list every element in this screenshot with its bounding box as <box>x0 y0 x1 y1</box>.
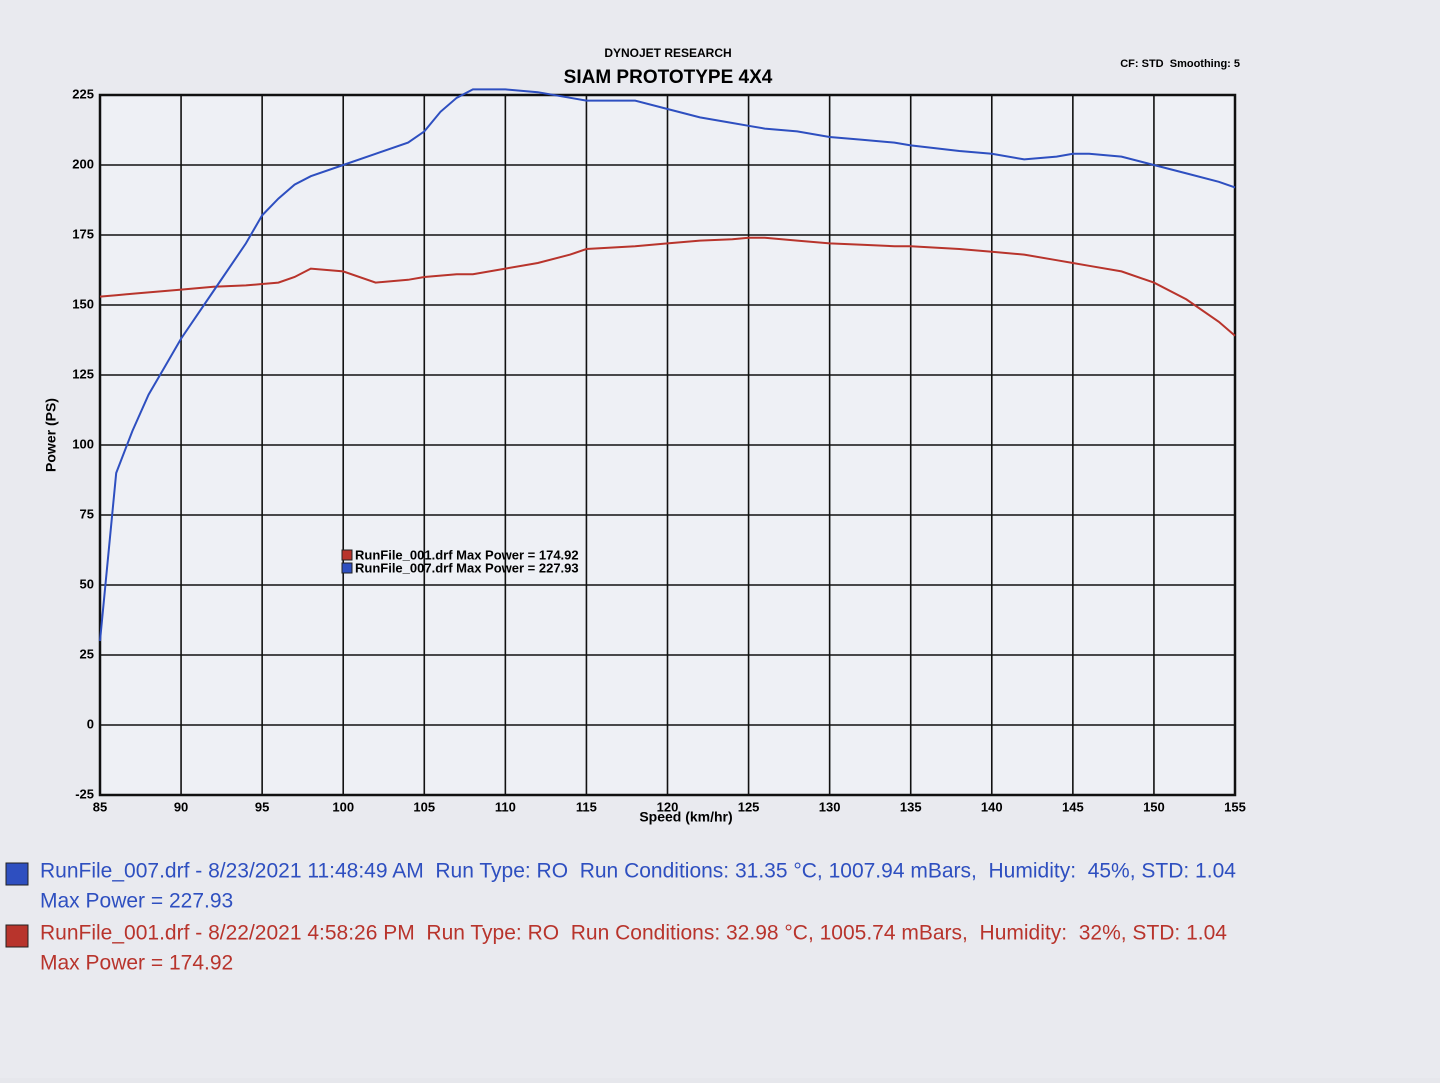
x-axis-label: Speed (km/hr) <box>639 809 732 825</box>
y-tick-label: 50 <box>80 576 94 591</box>
y-tick-label: -25 <box>75 786 94 801</box>
legend-label: RunFile_001.drf Max Power = 174.92 <box>355 547 579 562</box>
y-tick-label: 75 <box>80 506 94 521</box>
y-tick-label: 125 <box>72 366 94 381</box>
chart-subtitle: DYNOJET RESEARCH <box>604 46 731 60</box>
chart-title: SIAM PROTOTYPE 4X4 <box>564 67 773 88</box>
run-swatch <box>5 924 29 948</box>
run-info: RunFile_007.drf - 8/23/2021 11:48:49 AM … <box>40 860 1236 883</box>
x-tick-label: 110 <box>495 799 516 814</box>
run-max-power: Max Power = 174.92 <box>40 952 233 975</box>
x-tick-label: 105 <box>413 799 435 814</box>
y-tick-label: 175 <box>72 226 94 241</box>
y-tick-label: 100 <box>72 436 94 451</box>
legend-label: RunFile_007.drf Max Power = 227.93 <box>355 560 579 575</box>
x-tick-label: 155 <box>1224 799 1246 814</box>
y-tick-label: 25 <box>80 646 94 661</box>
x-tick-label: 150 <box>1143 799 1165 814</box>
series-line <box>99 236 1236 337</box>
x-tick-label: 125 <box>738 799 760 814</box>
y-tick-label: 200 <box>72 156 94 171</box>
series-line <box>99 88 1236 642</box>
run-info: RunFile_001.drf - 8/22/2021 4:58:26 PM R… <box>40 922 1227 945</box>
x-tick-label: 145 <box>1062 799 1084 814</box>
x-tick-label: 130 <box>819 799 841 814</box>
x-tick-label: 100 <box>332 799 354 814</box>
legend-swatch <box>341 549 353 561</box>
x-tick-label: 140 <box>981 799 1003 814</box>
x-tick-label: 95 <box>255 799 269 814</box>
x-tick-label: 135 <box>900 799 922 814</box>
y-tick-label: 0 <box>87 716 94 731</box>
x-tick-label: 120 <box>657 799 679 814</box>
x-tick-label: 85 <box>93 799 107 814</box>
x-tick-label: 90 <box>174 799 188 814</box>
y-tick-label: 150 <box>72 296 94 311</box>
chart-annotation: CF: STD Smoothing: 5 <box>1120 58 1240 70</box>
x-tick-label: 115 <box>576 799 597 814</box>
run-max-power: Max Power = 227.93 <box>40 890 233 913</box>
run-swatch <box>5 862 29 886</box>
y-tick-label: 225 <box>72 86 94 101</box>
legend-swatch <box>341 562 353 574</box>
y-axis-label: Power (PS) <box>43 398 59 472</box>
